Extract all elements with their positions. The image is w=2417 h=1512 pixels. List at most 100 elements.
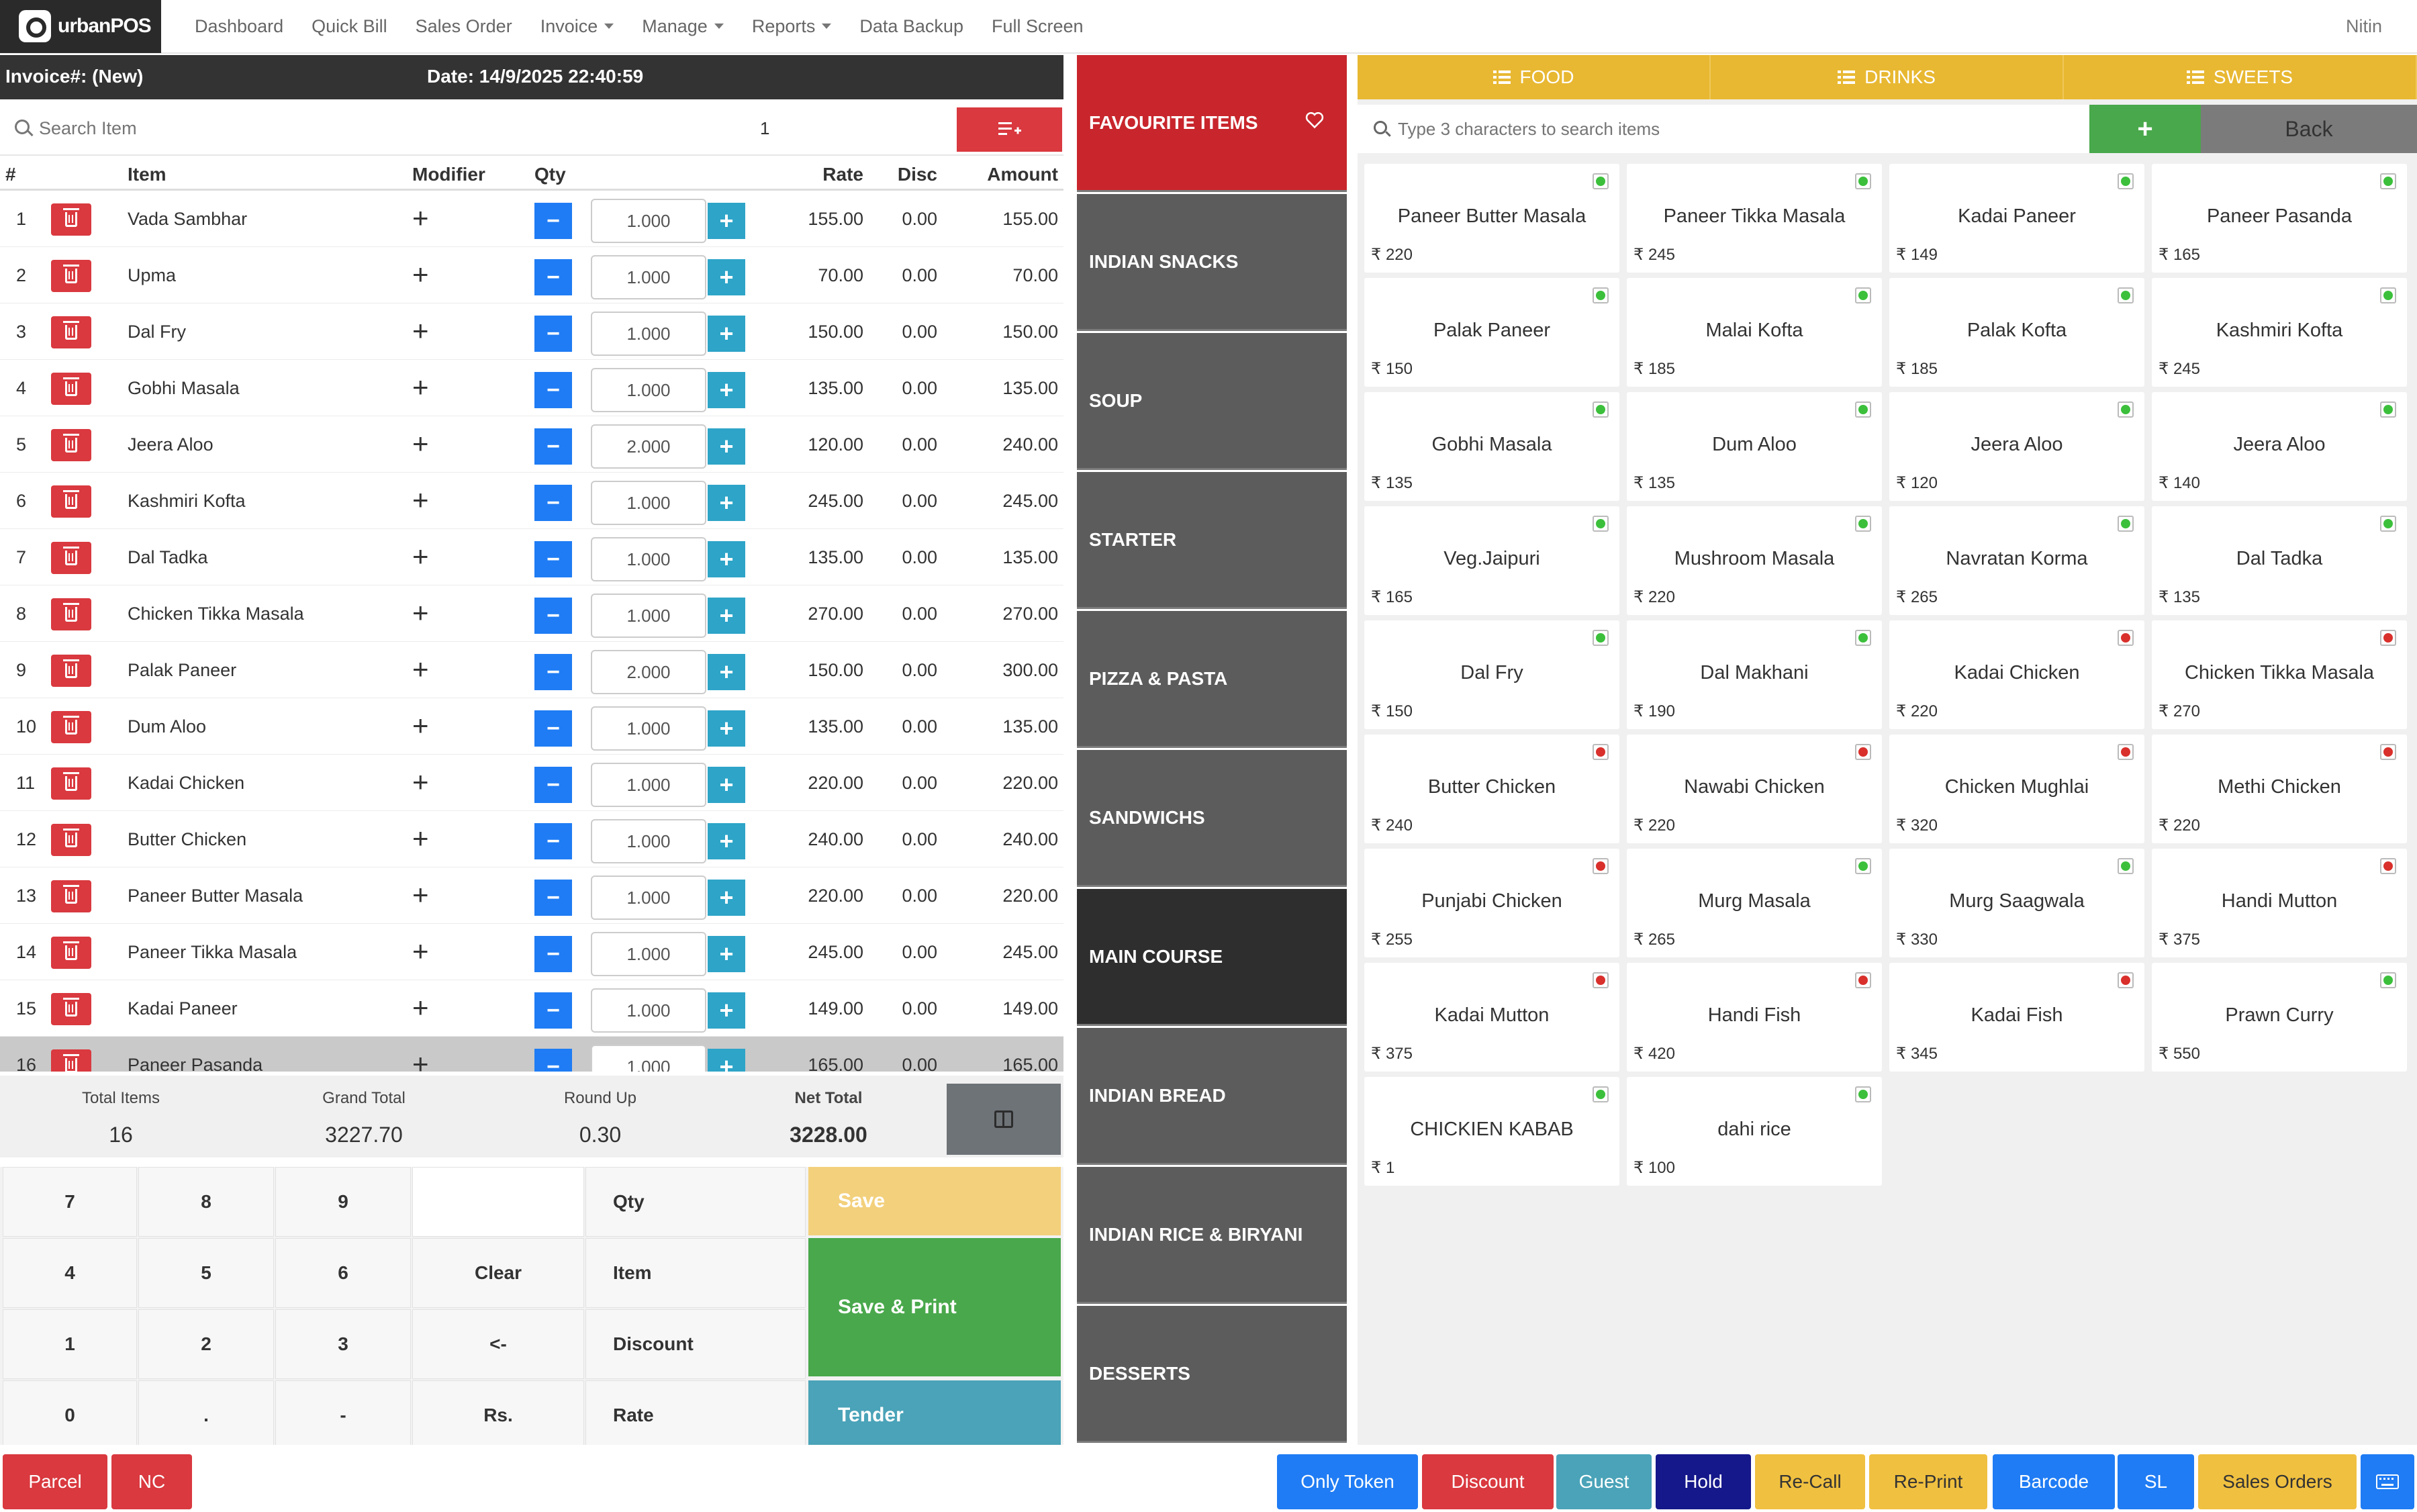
- delete-row-button[interactable]: [51, 711, 91, 743]
- add-modifier-button[interactable]: +: [412, 315, 429, 346]
- delete-row-button[interactable]: [51, 824, 91, 856]
- category-indian-bread[interactable]: INDIAN BREAD: [1077, 1028, 1347, 1165]
- qty-input[interactable]: [591, 1045, 706, 1072]
- tab-sweets[interactable]: SWEETS: [2064, 55, 2417, 99]
- save-print-button[interactable]: Save & Print: [808, 1238, 1061, 1376]
- table-row[interactable]: 3 Dal Fry + − +150.00 0.00 150.00: [0, 303, 1063, 360]
- qty-increase-button[interactable]: +: [708, 259, 745, 295]
- category-soup[interactable]: SOUP: [1077, 333, 1347, 470]
- menu-item-card[interactable]: Murg Saagwala ₹ 330: [1889, 849, 2144, 957]
- qty-input[interactable]: [591, 312, 706, 356]
- tab-drinks[interactable]: DRINKS: [1711, 55, 2064, 99]
- keypad-key-1[interactable]: 1: [3, 1309, 137, 1379]
- keyboard-button[interactable]: [2361, 1454, 2414, 1509]
- qty-decrease-button[interactable]: −: [534, 823, 572, 859]
- qty-decrease-button[interactable]: −: [534, 767, 572, 803]
- add-modifier-button[interactable]: +: [412, 1050, 429, 1072]
- category-indian-rice-biryani[interactable]: INDIAN RICE & BIRYANI: [1077, 1167, 1347, 1304]
- add-modifier-button[interactable]: +: [412, 484, 429, 516]
- menu-item-card[interactable]: dahi rice ₹ 100: [1627, 1077, 1882, 1186]
- qty-input[interactable]: [591, 763, 706, 807]
- qty-input[interactable]: [591, 199, 706, 243]
- qty-increase-button[interactable]: +: [708, 598, 745, 634]
- tender-button[interactable]: Tender: [808, 1380, 1061, 1450]
- qty-input[interactable]: [591, 255, 706, 299]
- user-name[interactable]: Nitin: [2345, 16, 2382, 36]
- sl-button[interactable]: SL: [2118, 1454, 2194, 1509]
- menu-item-card[interactable]: Malai Kofta ₹ 185: [1627, 278, 1882, 387]
- menu-item-card[interactable]: Jeera Aloo ₹ 140: [2152, 392, 2407, 501]
- hold-button[interactable]: Hold: [1656, 1454, 1751, 1509]
- delete-row-button[interactable]: [51, 1049, 91, 1072]
- menu-item-card[interactable]: Dal Tadka ₹ 135: [2152, 506, 2407, 615]
- keypad-key-8[interactable]: 8: [138, 1167, 274, 1237]
- category-starter[interactable]: STARTER: [1077, 472, 1347, 609]
- qty-decrease-button[interactable]: −: [534, 1049, 572, 1072]
- search-qty-value[interactable]: 1: [760, 118, 770, 138]
- qty-input[interactable]: [591, 481, 706, 525]
- barcode-button[interactable]: Barcode: [1993, 1454, 2115, 1509]
- delete-row-button[interactable]: [51, 203, 91, 236]
- qty-increase-button[interactable]: +: [708, 767, 745, 803]
- table-row[interactable]: 13 Paneer Butter Masala + − +220.00 0.00 220.0…: [0, 867, 1063, 924]
- parcel-button[interactable]: Parcel: [3, 1454, 107, 1509]
- menu-item-card[interactable]: Paneer Tikka Masala ₹ 245: [1627, 164, 1882, 273]
- table-row[interactable]: 16 Paneer Pasanda + − +165.00 0.00 165.00: [0, 1037, 1063, 1072]
- menu-item-card[interactable]: CHICKIEN KABAB ₹ 1: [1364, 1077, 1619, 1186]
- menu-item-card[interactable]: Kadai Paneer ₹ 149: [1889, 164, 2144, 273]
- nav-link-quick-bill[interactable]: Quick Bill: [312, 16, 387, 37]
- logo[interactable]: urbanPOS: [0, 0, 161, 53]
- category-desserts[interactable]: DESSERTS: [1077, 1306, 1347, 1443]
- qty-decrease-button[interactable]: −: [534, 485, 572, 521]
- qty-increase-button[interactable]: +: [708, 428, 745, 465]
- re-call-button[interactable]: Re-Call: [1755, 1454, 1865, 1509]
- sales-orders-button[interactable]: Sales Orders: [2198, 1454, 2357, 1509]
- qty-input[interactable]: [591, 537, 706, 581]
- menu-item-card[interactable]: Prawn Curry ₹ 550: [2152, 963, 2407, 1072]
- back-button[interactable]: Back: [2201, 105, 2417, 153]
- delete-row-button[interactable]: [51, 316, 91, 348]
- keypad-key-sym13[interactable]: .: [138, 1380, 274, 1450]
- search-item-input[interactable]: [39, 113, 375, 144]
- menu-item-card[interactable]: Kadai Chicken ₹ 220: [1889, 620, 2144, 729]
- nav-link-reports[interactable]: Reports: [752, 16, 832, 37]
- nav-link-data-backup[interactable]: Data Backup: [859, 16, 963, 37]
- nav-link-full-screen[interactable]: Full Screen: [992, 16, 1084, 37]
- menu-item-card[interactable]: Palak Paneer ₹ 150: [1364, 278, 1619, 387]
- table-row[interactable]: 14 Paneer Tikka Masala + − +245.00 0.00 245.00: [0, 924, 1063, 980]
- add-modifier-button[interactable]: +: [412, 653, 429, 685]
- qty-increase-button[interactable]: +: [708, 541, 745, 577]
- keypad-key-9[interactable]: 9: [275, 1167, 411, 1237]
- menu-item-card[interactable]: Methi Chicken ₹ 220: [2152, 735, 2407, 843]
- qty-increase-button[interactable]: +: [708, 992, 745, 1029]
- table-row[interactable]: 10 Dum Aloo + − +135.00 0.00 135.00: [0, 698, 1063, 755]
- add-modifier-button[interactable]: +: [412, 371, 429, 403]
- menu-item-card[interactable]: Dal Makhani ₹ 190: [1627, 620, 1882, 729]
- menu-item-card[interactable]: Mushroom Masala ₹ 220: [1627, 506, 1882, 615]
- delete-row-button[interactable]: [51, 993, 91, 1025]
- nav-link-invoice[interactable]: Invoice: [540, 16, 614, 37]
- table-row[interactable]: 11 Kadai Chicken + − +220.00 0.00 220.00: [0, 755, 1063, 811]
- invoice-table-body[interactable]: 1 Vada Sambhar + − +155.00 0.00 155.00 2 Upma + − +…: [0, 191, 1063, 1072]
- keypad-key-3[interactable]: 3: [275, 1309, 411, 1379]
- keypad-key-2[interactable]: 2: [138, 1309, 274, 1379]
- keypad-key-5[interactable]: 5: [138, 1238, 274, 1308]
- qty-increase-button[interactable]: +: [708, 372, 745, 408]
- add-modifier-button[interactable]: +: [412, 766, 429, 798]
- delete-row-button[interactable]: [51, 373, 91, 405]
- qty-input[interactable]: [591, 650, 706, 694]
- qty-increase-button[interactable]: +: [708, 880, 745, 916]
- category-main-course[interactable]: MAIN COURSE: [1077, 889, 1347, 1026]
- table-row[interactable]: 6 Kashmiri Kofta + − +245.00 0.00 245.00: [0, 473, 1063, 529]
- category-pizza-pasta[interactable]: PIZZA & PASTA: [1077, 611, 1347, 748]
- category-sandwichs[interactable]: SANDWICHS: [1077, 750, 1347, 887]
- add-modifier-button[interactable]: +: [412, 822, 429, 854]
- qty-decrease-button[interactable]: −: [534, 372, 572, 408]
- qty-input[interactable]: [591, 594, 706, 638]
- qty-input[interactable]: [591, 988, 706, 1033]
- qty-decrease-button[interactable]: −: [534, 428, 572, 465]
- add-modifier-button[interactable]: +: [412, 992, 429, 1023]
- qty-decrease-button[interactable]: −: [534, 936, 572, 972]
- menu-item-card[interactable]: Nawabi Chicken ₹ 220: [1627, 735, 1882, 843]
- table-row[interactable]: 9 Palak Paneer + − +150.00 0.00 300.00: [0, 642, 1063, 698]
